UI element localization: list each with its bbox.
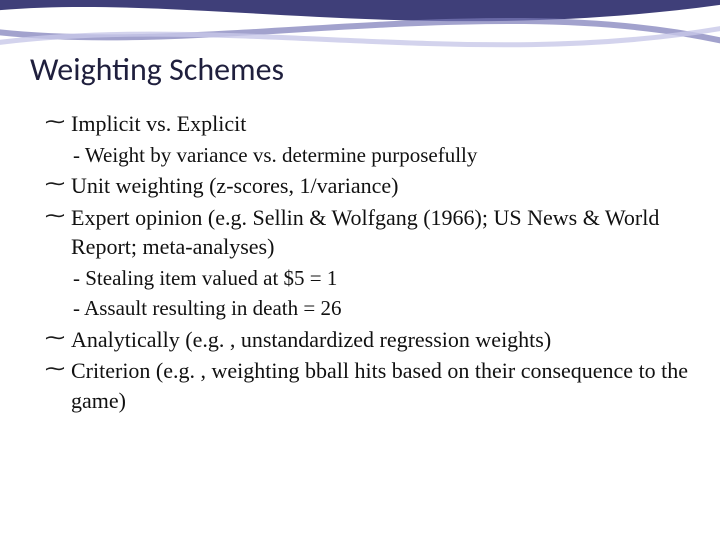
bullet-icon: ⁓ bbox=[45, 325, 65, 351]
bullet-text: Expert opinion (e.g. Sellin & Wolfgang (… bbox=[71, 203, 690, 262]
bullet-item: ⁓ Expert opinion (e.g. Sellin & Wolfgang… bbox=[45, 203, 690, 262]
bullet-text: Unit weighting (z-scores, 1/variance) bbox=[71, 171, 398, 201]
title-area: Weighting Schemes bbox=[0, 0, 720, 99]
sub-bullet: - Weight by variance vs. determine purpo… bbox=[45, 141, 690, 169]
sub-bullet: - Assault resulting in death = 26 bbox=[45, 294, 690, 322]
bullet-item: ⁓ Implicit vs. Explicit bbox=[45, 109, 690, 139]
slide-title: Weighting Schemes bbox=[30, 50, 690, 89]
bullet-text: Criterion (e.g. , weighting bball hits b… bbox=[71, 356, 690, 415]
bullet-item: ⁓ Analytically (e.g. , unstandardized re… bbox=[45, 325, 690, 355]
bullet-text: Analytically (e.g. , unstandardized regr… bbox=[71, 325, 551, 355]
bullet-icon: ⁓ bbox=[45, 171, 65, 197]
bullet-icon: ⁓ bbox=[45, 203, 65, 229]
bullet-icon: ⁓ bbox=[45, 356, 65, 382]
bullet-icon: ⁓ bbox=[45, 109, 65, 135]
sub-bullet: - Stealing item valued at $5 = 1 bbox=[45, 264, 690, 292]
bullet-item: ⁓ Unit weighting (z-scores, 1/variance) bbox=[45, 171, 690, 201]
slide-body: ⁓ Implicit vs. Explicit - Weight by vari… bbox=[0, 99, 720, 416]
bullet-item: ⁓ Criterion (e.g. , weighting bball hits… bbox=[45, 356, 690, 415]
bullet-text: Implicit vs. Explicit bbox=[71, 109, 246, 139]
